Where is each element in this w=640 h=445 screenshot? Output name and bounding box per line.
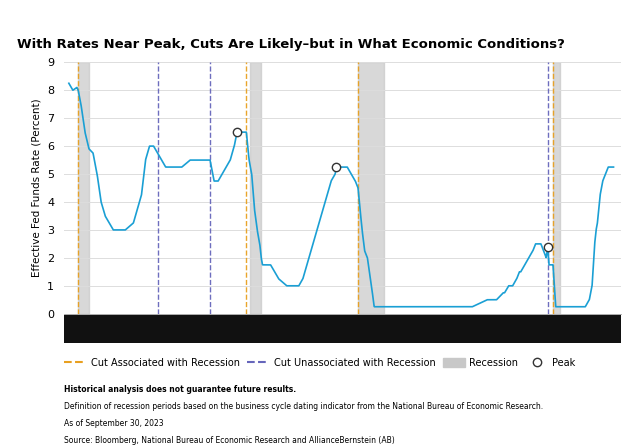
Text: Source: Bloomberg, National Bureau of Economic Research and AllianceBernstein (A: Source: Bloomberg, National Bureau of Ec… [64,436,395,445]
Bar [358,62,383,314]
Text: Definition of recession periods based on the business cycle dating indicator fro: Definition of recession periods based on… [64,402,543,411]
Text: Historical analysis does not guarantee future results.: Historical analysis does not guarantee f… [64,385,296,394]
Y-axis label: Effective Fed Funds Rate (Percent): Effective Fed Funds Rate (Percent) [31,99,42,277]
Text: With Rates Near Peak, Cuts Are Likely–but in What Economic Conditions?: With Rates Near Peak, Cuts Are Likely–bu… [17,38,564,52]
Legend: Cut Associated with Recession, Cut Unassociated with Recession, Recession, Peak: Cut Associated with Recession, Cut Unass… [65,358,575,368]
Text: As of September 30, 2023: As of September 30, 2023 [64,419,164,428]
Bar [553,62,560,314]
Bar [250,62,261,314]
Bar [78,62,89,314]
